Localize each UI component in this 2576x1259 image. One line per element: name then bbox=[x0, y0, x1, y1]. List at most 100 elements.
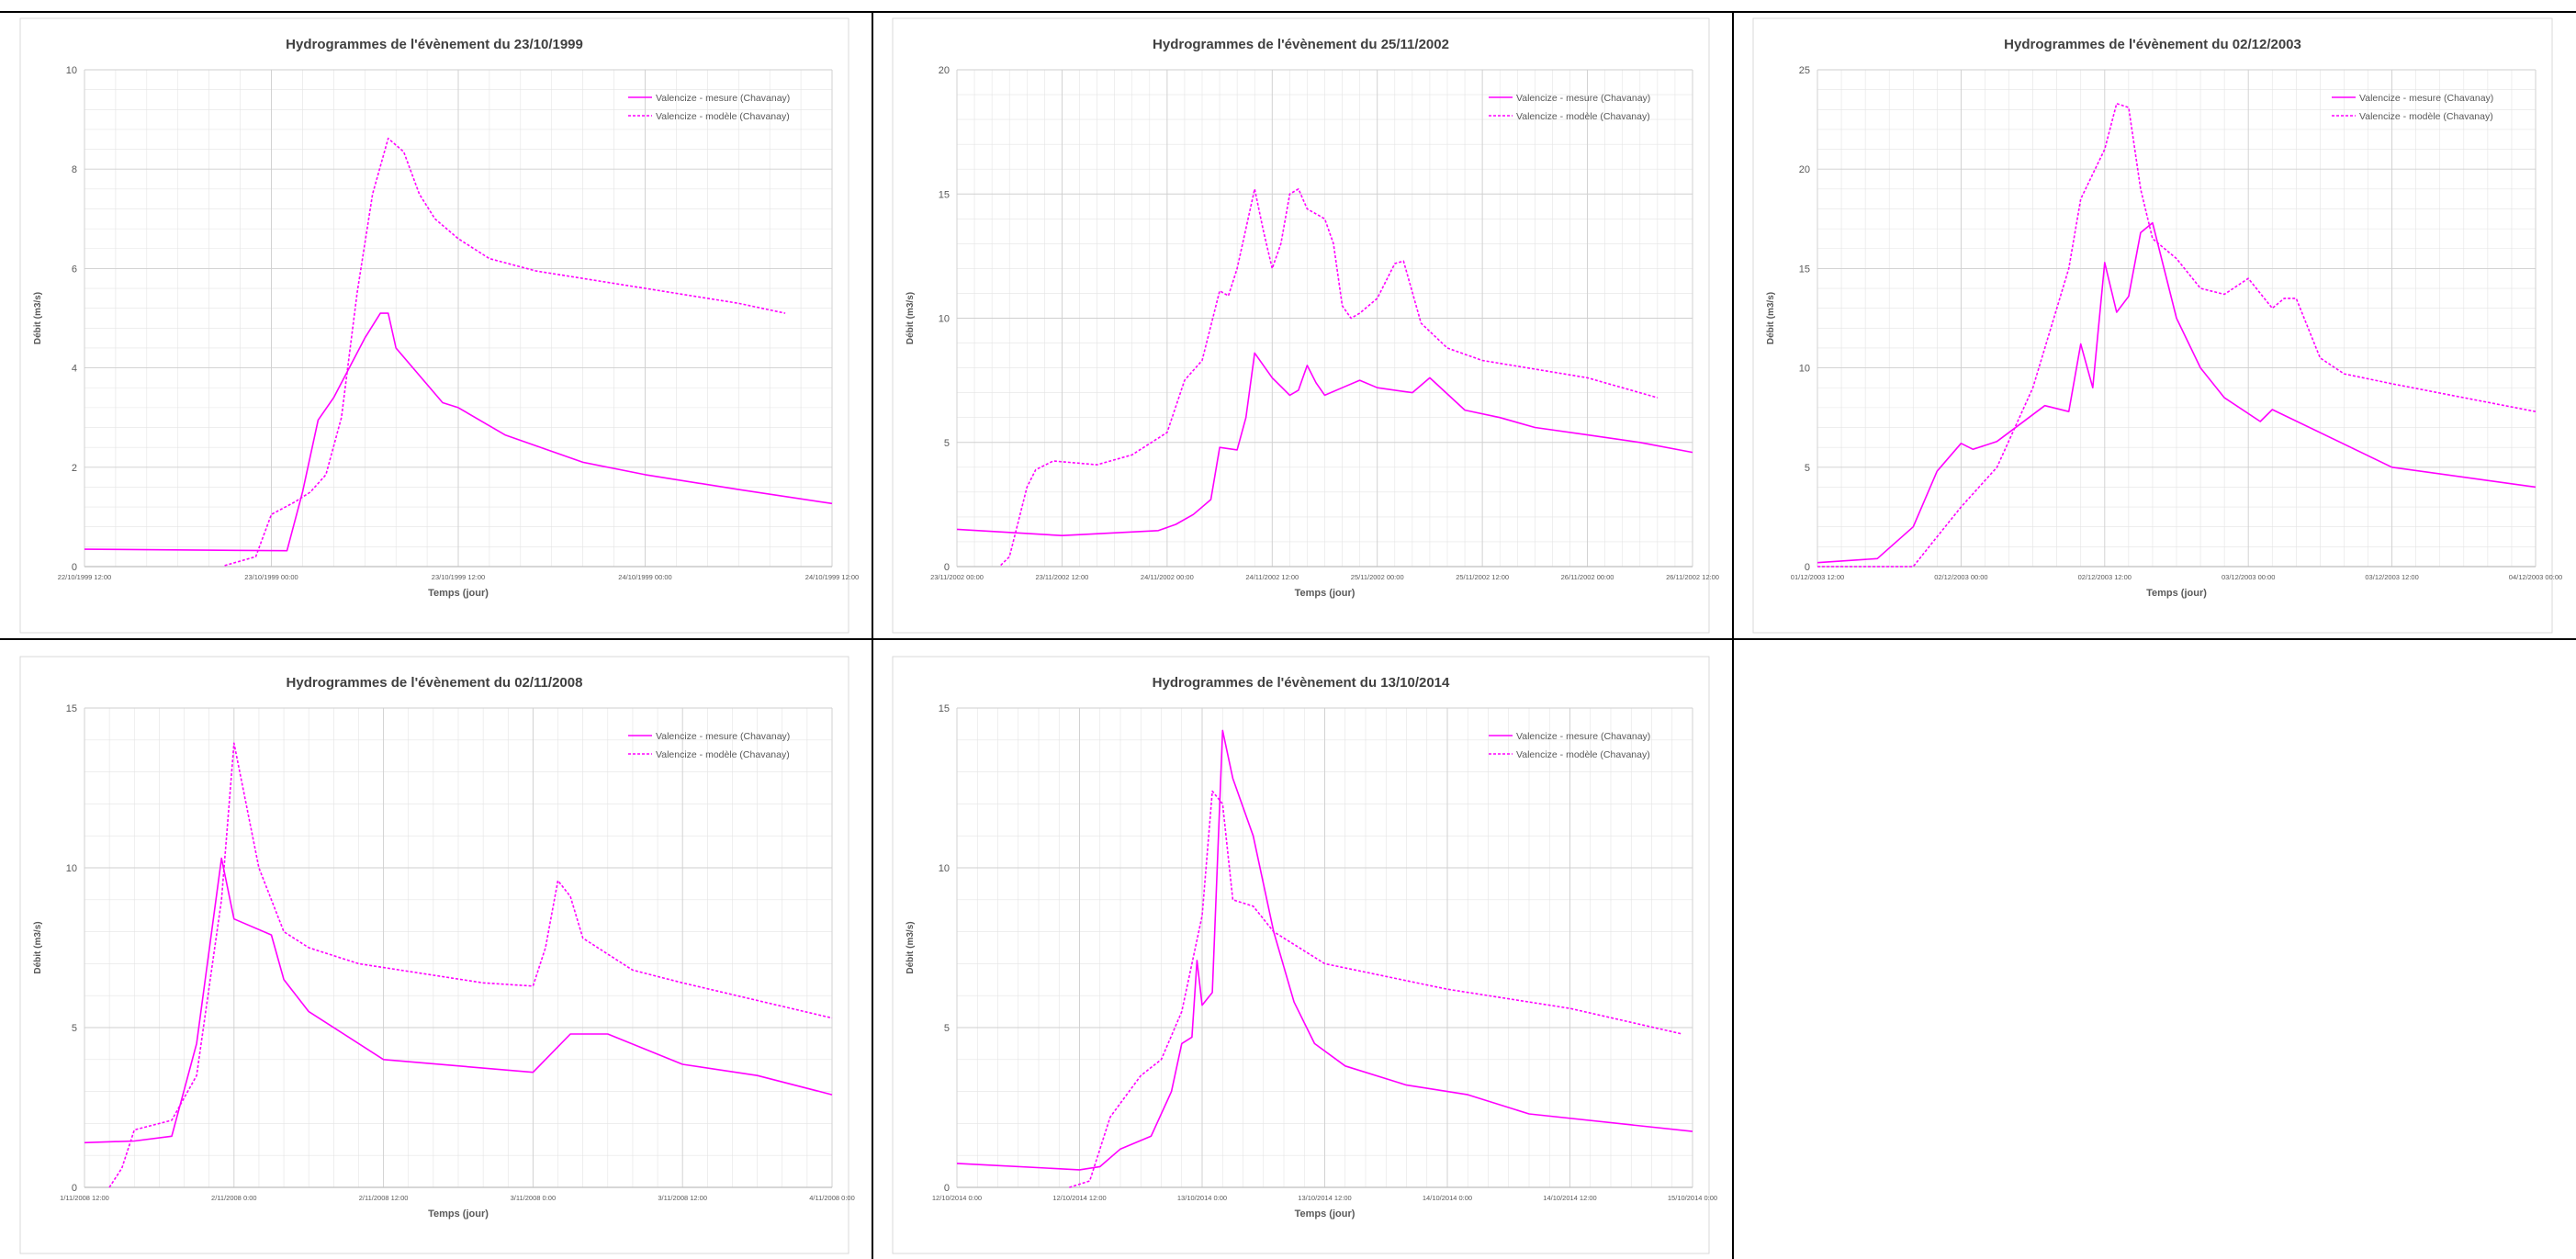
x-axis-title: Temps (jour) bbox=[428, 1208, 489, 1220]
x-tick-label: 3/11/2008 12:00 bbox=[658, 1194, 707, 1202]
legend-label: Valencize - mesure (Chavanay) bbox=[656, 731, 790, 742]
y-tick-label: 4 bbox=[72, 364, 77, 375]
y-tick-label: 5 bbox=[1805, 463, 1810, 474]
x-tick-label: 22/10/1999 12:00 bbox=[58, 573, 111, 581]
y-tick-label: 15 bbox=[1799, 264, 1810, 275]
x-tick-label: 25/11/2002 12:00 bbox=[1456, 573, 1509, 581]
chart-title: Hydrogrammes de l'évènement du 23/10/199… bbox=[286, 37, 583, 52]
x-tick-label: 23/10/1999 00:00 bbox=[244, 573, 298, 581]
y-tick-label: 10 bbox=[939, 863, 950, 874]
y-axis-title: Débit (m3/s) bbox=[906, 921, 916, 973]
legend-label: Valencize - modèle (Chavanay) bbox=[1516, 749, 1650, 760]
x-tick-label: 26/11/2002 12:00 bbox=[1666, 573, 1719, 581]
y-tick-label: 10 bbox=[66, 65, 77, 76]
y-tick-label: 0 bbox=[944, 562, 950, 573]
series-line-mesure bbox=[1817, 221, 2537, 564]
x-tick-label: 14/10/2014 12:00 bbox=[1543, 1194, 1596, 1202]
x-tick-label: 23/10/1999 12:00 bbox=[432, 573, 485, 581]
x-tick-label: 25/11/2002 00:00 bbox=[1351, 573, 1404, 581]
y-tick-label: 0 bbox=[72, 1183, 77, 1194]
legend-label: Valencize - modèle (Chavanay) bbox=[2359, 111, 2493, 122]
chart-title: Hydrogrammes de l'évènement du 02/12/200… bbox=[2004, 37, 2301, 52]
panel-divider bbox=[0, 11, 2576, 13]
series-line-modele bbox=[1817, 103, 2537, 568]
chart-panel: Hydrogrammes de l'évènement du 02/12/200… bbox=[1733, 0, 2576, 638]
y-tick-label: 0 bbox=[944, 1183, 950, 1194]
y-tick-label: 2 bbox=[72, 463, 77, 474]
series-line-modele bbox=[1000, 188, 1659, 567]
x-tick-label: 12/10/2014 12:00 bbox=[1052, 1194, 1106, 1202]
y-tick-label: 10 bbox=[939, 314, 950, 325]
series-line-mesure bbox=[956, 729, 1693, 1171]
chart-title: Hydrogrammes de l'évènement du 13/10/201… bbox=[1153, 675, 1450, 691]
y-axis-title: Débit (m3/s) bbox=[33, 921, 43, 973]
y-tick-label: 0 bbox=[72, 562, 77, 573]
chart-title: Hydrogrammes de l'évènement du 02/11/200… bbox=[287, 675, 583, 691]
x-tick-label: 01/12/2003 12:00 bbox=[1791, 573, 1844, 581]
x-tick-label: 13/10/2014 0:00 bbox=[1177, 1194, 1227, 1202]
series-line-mesure bbox=[84, 312, 833, 552]
y-tick-label: 20 bbox=[1799, 164, 1810, 175]
chart-area-frame bbox=[19, 17, 849, 634]
series-line-mesure bbox=[956, 352, 1693, 536]
x-tick-label: 4/11/2008 0:00 bbox=[809, 1194, 855, 1202]
series-line-modele bbox=[224, 137, 786, 567]
legend-label: Valencize - modèle (Chavanay) bbox=[1516, 111, 1650, 122]
y-tick-label: 6 bbox=[72, 264, 77, 275]
x-tick-label: 24/10/1999 12:00 bbox=[805, 573, 859, 581]
x-axis-title: Temps (jour) bbox=[1295, 1208, 1355, 1220]
x-tick-label: 04/12/2003 00:00 bbox=[2509, 573, 2562, 581]
chart-panel: Hydrogrammes de l'évènement du 23/10/199… bbox=[0, 0, 872, 638]
y-axis-title: Débit (m3/s) bbox=[1766, 292, 1776, 344]
x-tick-label: 24/11/2002 00:00 bbox=[1141, 573, 1194, 581]
panel-divider bbox=[0, 638, 2576, 640]
x-tick-label: 24/10/1999 00:00 bbox=[618, 573, 671, 581]
legend-label: Valencize - mesure (Chavanay) bbox=[656, 93, 790, 104]
x-tick-label: 23/11/2002 00:00 bbox=[930, 573, 984, 581]
y-axis-title: Débit (m3/s) bbox=[33, 292, 43, 344]
legend-label: Valencize - mesure (Chavanay) bbox=[1516, 731, 1650, 742]
x-tick-label: 02/12/2003 12:00 bbox=[2078, 573, 2132, 581]
chart-area-frame bbox=[892, 17, 1710, 634]
x-tick-label: 2/11/2008 12:00 bbox=[359, 1194, 409, 1202]
chart-panel: Hydrogrammes de l'évènement du 13/10/201… bbox=[872, 638, 1733, 1259]
x-tick-label: 1/11/2008 12:00 bbox=[60, 1194, 109, 1202]
x-tick-label: 03/12/2003 12:00 bbox=[2365, 573, 2418, 581]
x-axis-title: Temps (jour) bbox=[2146, 588, 2207, 599]
x-tick-label: 15/10/2014 0:00 bbox=[1668, 1194, 1717, 1202]
chart-panel: Hydrogrammes de l'évènement du 02/11/200… bbox=[0, 638, 872, 1259]
legend-label: Valencize - mesure (Chavanay) bbox=[2359, 93, 2493, 104]
x-tick-label: 13/10/2014 12:00 bbox=[1298, 1194, 1351, 1202]
chart-svg: Hydrogrammes de l'évènement du 02/12/200… bbox=[1752, 17, 2562, 634]
x-tick-label: 02/12/2003 00:00 bbox=[1934, 573, 1987, 581]
legend-label: Valencize - modèle (Chavanay) bbox=[656, 749, 790, 760]
chart-svg: Hydrogrammes de l'évènement du 02/11/200… bbox=[19, 656, 855, 1254]
x-tick-label: 26/11/2002 00:00 bbox=[1561, 573, 1614, 581]
chart-title: Hydrogrammes de l'évènement du 25/11/200… bbox=[1153, 37, 1449, 52]
x-tick-label: 12/10/2014 0:00 bbox=[932, 1194, 982, 1202]
x-tick-label: 24/11/2002 12:00 bbox=[1245, 573, 1299, 581]
y-tick-label: 15 bbox=[66, 703, 77, 714]
y-tick-label: 8 bbox=[72, 164, 77, 175]
chart-svg: Hydrogrammes de l'évènement du 25/11/200… bbox=[892, 17, 1719, 634]
x-axis-title: Temps (jour) bbox=[428, 588, 489, 599]
y-tick-label: 15 bbox=[939, 189, 950, 200]
y-tick-label: 10 bbox=[66, 863, 77, 874]
chart-svg: Hydrogrammes de l'évènement du 13/10/201… bbox=[892, 656, 1717, 1254]
panel-divider bbox=[872, 11, 873, 1259]
panel-divider bbox=[1732, 11, 1734, 1259]
y-tick-label: 5 bbox=[944, 438, 950, 449]
x-axis-title: Temps (jour) bbox=[1295, 588, 1355, 599]
x-tick-label: 03/12/2003 00:00 bbox=[2222, 573, 2275, 581]
y-tick-label: 15 bbox=[939, 703, 950, 714]
legend-label: Valencize - mesure (Chavanay) bbox=[1516, 93, 1650, 104]
y-tick-label: 10 bbox=[1799, 364, 1810, 375]
chart-area-frame bbox=[892, 656, 1710, 1254]
y-tick-label: 0 bbox=[1805, 562, 1810, 573]
series-line-modele bbox=[108, 742, 833, 1188]
y-tick-label: 5 bbox=[944, 1023, 950, 1034]
x-tick-label: 2/11/2008 0:00 bbox=[211, 1194, 257, 1202]
y-tick-label: 5 bbox=[72, 1023, 77, 1034]
x-tick-label: 3/11/2008 0:00 bbox=[511, 1194, 557, 1202]
